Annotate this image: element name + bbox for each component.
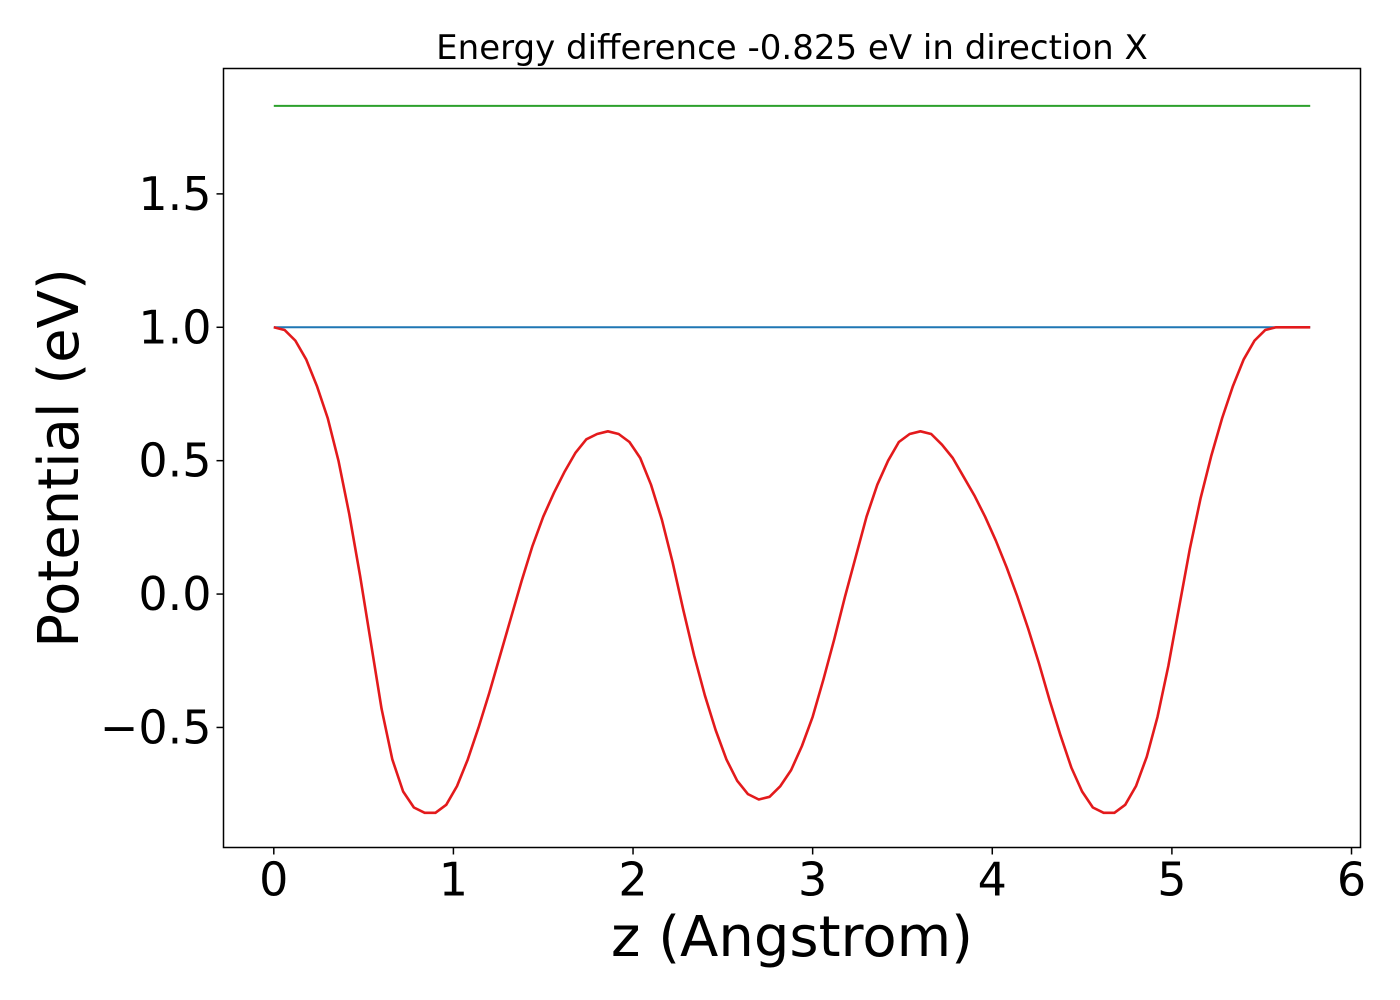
plot-lines bbox=[273, 104, 1311, 815]
x-tick-label: 5 bbox=[1157, 853, 1186, 907]
x-tick-label: 2 bbox=[618, 853, 647, 907]
x-tick-label: 6 bbox=[1337, 853, 1366, 907]
y-tick-label: 0.0 bbox=[138, 567, 211, 621]
x-tick-label: 0 bbox=[259, 853, 288, 907]
x-axis-label: z (Angstrom) bbox=[611, 905, 973, 970]
y-tick-label: 1.5 bbox=[138, 167, 211, 221]
y-axis: −0.5 0.0 0.5 1.0 1.5 bbox=[100, 167, 224, 754]
y-tick-label: 1.0 bbox=[138, 300, 211, 354]
y-tick-label: 0.5 bbox=[138, 434, 211, 488]
y-axis-label: Potential (eV) bbox=[27, 268, 92, 648]
series-line-3 bbox=[273, 325, 1311, 815]
y-tick-label: −0.5 bbox=[100, 700, 212, 754]
x-tick-label: 1 bbox=[439, 853, 468, 907]
x-axis: 0 1 2 3 4 5 6 bbox=[259, 847, 1366, 907]
x-tick-label: 4 bbox=[978, 853, 1007, 907]
chart-title: Energy difference -0.825 eV in direction… bbox=[436, 28, 1148, 68]
plot-frame bbox=[222, 67, 1362, 849]
x-tick-label: 3 bbox=[798, 853, 827, 907]
